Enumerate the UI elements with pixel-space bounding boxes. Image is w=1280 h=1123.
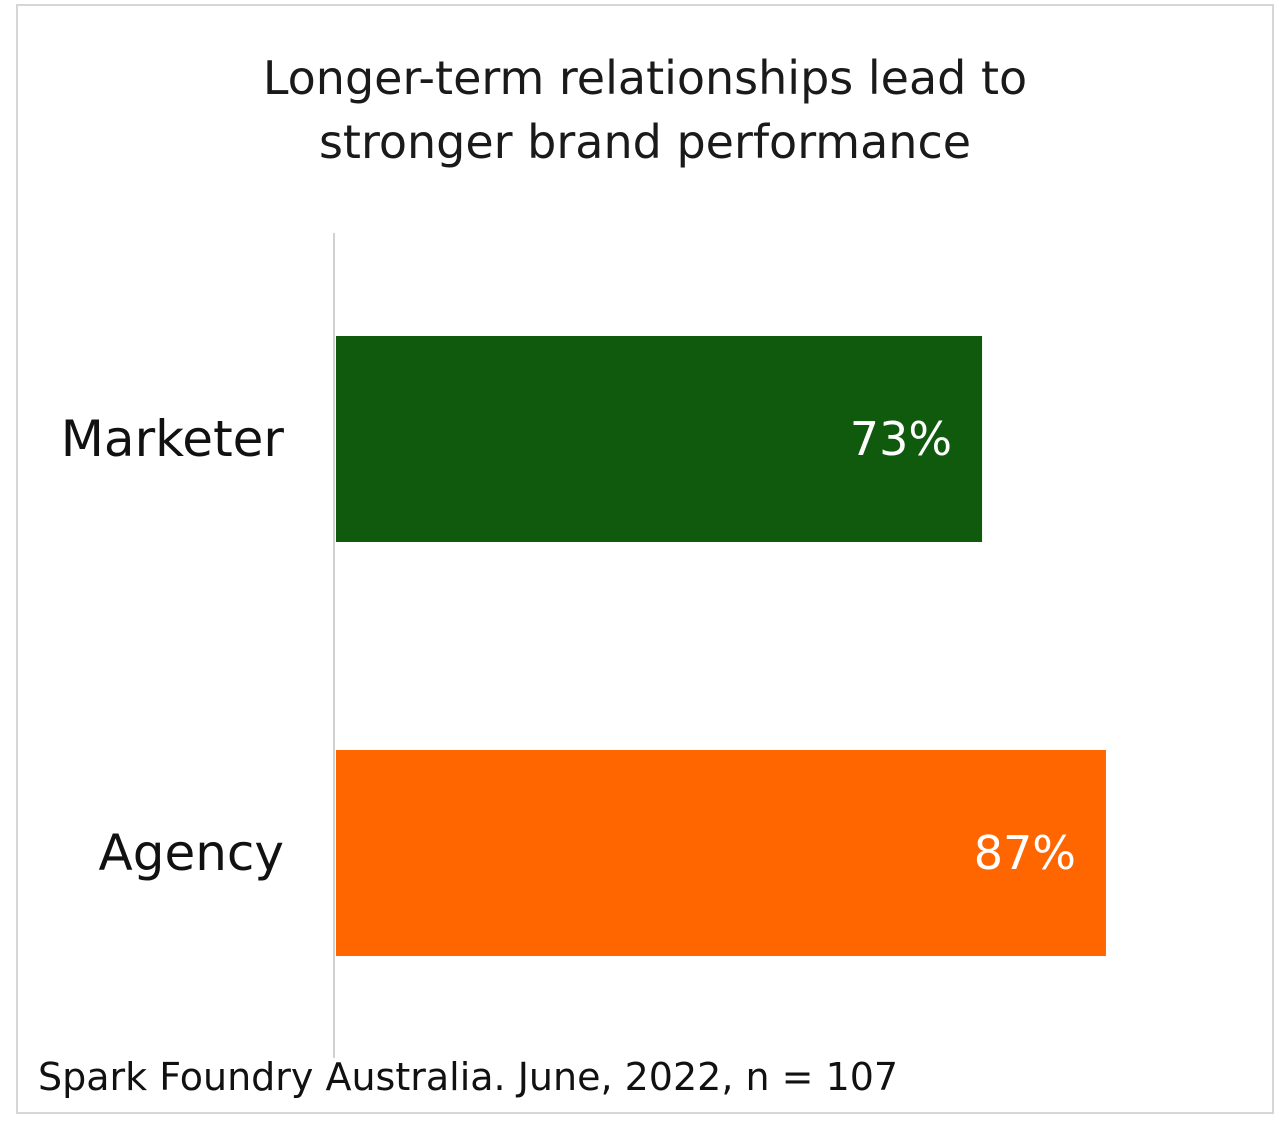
- value-label-marketer: 73%: [850, 412, 952, 466]
- value-label-agency: 87%: [974, 826, 1076, 880]
- category-label-agency: Agency: [99, 824, 284, 882]
- source-note: Spark Foundry Australia. June, 2022, n =…: [38, 1055, 898, 1099]
- chart-title-line-2: stronger brand performance: [319, 115, 971, 169]
- bars-layer: 73% Marketer 87% Agency: [61, 336, 1106, 956]
- bar-marketer: [336, 336, 983, 542]
- chart-title-line-1: Longer-term relationships lead to: [263, 51, 1027, 105]
- bar-agency: [336, 750, 1106, 956]
- category-label-marketer: Marketer: [61, 410, 285, 468]
